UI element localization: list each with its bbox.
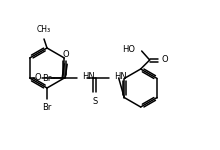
Text: HN: HN (82, 72, 94, 81)
Text: O: O (35, 74, 42, 82)
Text: O: O (162, 56, 168, 64)
Text: HN: HN (114, 72, 126, 81)
Text: O: O (62, 50, 69, 59)
Text: Br: Br (42, 74, 51, 82)
Text: S: S (92, 97, 97, 106)
Text: CH₃: CH₃ (37, 25, 51, 34)
Text: HO: HO (122, 45, 135, 54)
Text: Br: Br (42, 103, 52, 112)
